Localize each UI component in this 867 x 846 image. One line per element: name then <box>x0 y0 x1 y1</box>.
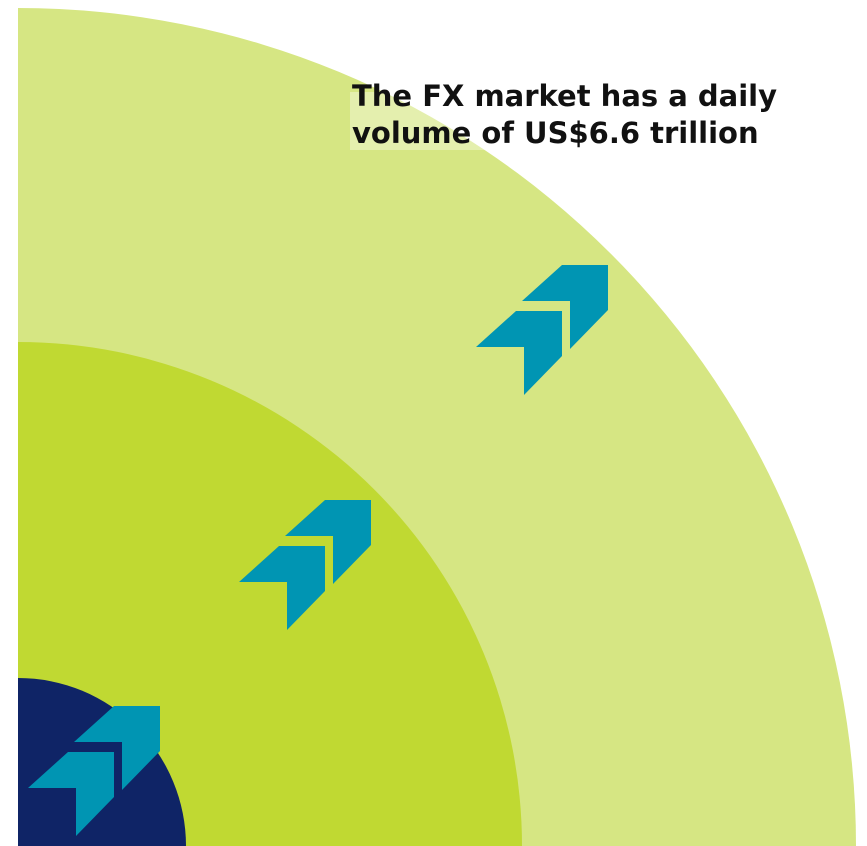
headline-backdrop <box>350 92 834 150</box>
headline-line: The FX market has a daily <box>352 79 777 113</box>
headline-line: volume of US$6.6 trillion <box>352 116 759 150</box>
